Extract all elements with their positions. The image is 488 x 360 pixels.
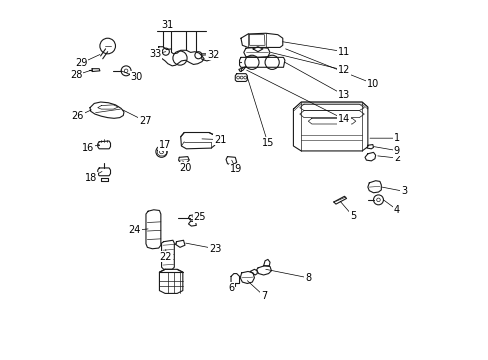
Text: 8: 8 bbox=[305, 273, 311, 283]
Text: 16: 16 bbox=[81, 143, 94, 153]
Text: 6: 6 bbox=[227, 283, 234, 293]
Text: 5: 5 bbox=[349, 211, 355, 221]
Text: 29: 29 bbox=[75, 58, 87, 68]
Text: 18: 18 bbox=[84, 173, 97, 183]
Text: 10: 10 bbox=[366, 78, 378, 89]
Text: 27: 27 bbox=[139, 116, 151, 126]
Text: 26: 26 bbox=[72, 111, 84, 121]
Text: 25: 25 bbox=[193, 212, 205, 222]
Text: 7: 7 bbox=[261, 291, 267, 301]
Text: 32: 32 bbox=[207, 50, 219, 59]
Text: 23: 23 bbox=[209, 244, 221, 254]
Text: 9: 9 bbox=[393, 145, 399, 156]
Text: 28: 28 bbox=[70, 70, 82, 80]
Text: 22: 22 bbox=[159, 252, 172, 262]
Text: 2: 2 bbox=[393, 153, 399, 163]
Text: 13: 13 bbox=[337, 90, 349, 100]
Text: 31: 31 bbox=[161, 20, 173, 30]
Text: 20: 20 bbox=[179, 163, 191, 173]
Text: 15: 15 bbox=[261, 138, 273, 148]
Text: 3: 3 bbox=[400, 186, 406, 196]
Text: 14: 14 bbox=[337, 114, 349, 124]
Text: 1: 1 bbox=[393, 133, 399, 143]
Text: 24: 24 bbox=[128, 225, 141, 235]
Text: 19: 19 bbox=[229, 165, 242, 174]
Text: 21: 21 bbox=[214, 135, 226, 145]
Text: 11: 11 bbox=[337, 47, 349, 57]
Text: 30: 30 bbox=[130, 72, 142, 82]
Text: 12: 12 bbox=[337, 65, 349, 75]
Text: 4: 4 bbox=[393, 205, 399, 215]
Text: 17: 17 bbox=[159, 140, 171, 150]
Text: 33: 33 bbox=[149, 49, 161, 59]
